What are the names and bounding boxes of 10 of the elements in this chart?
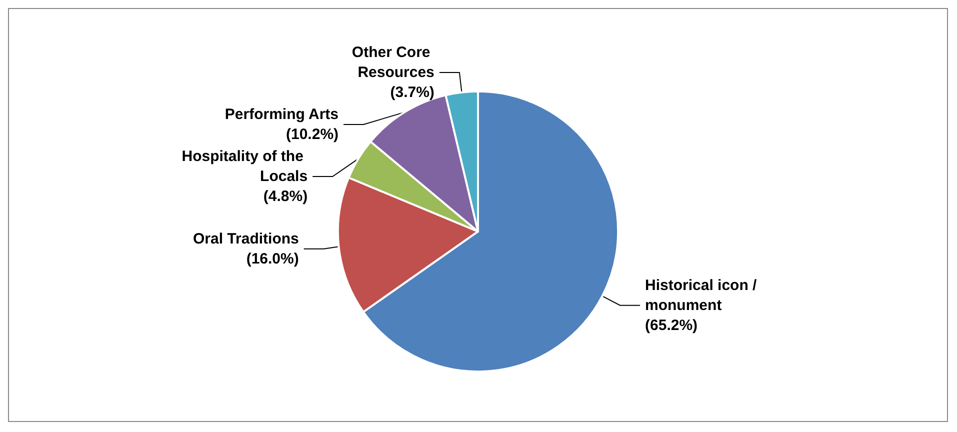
slice-label: Performing Arts [224, 106, 339, 123]
data-label: (65.2%) [645, 316, 698, 334]
data-label: (10.2%) [286, 126, 339, 143]
slice-label: Historical icon /monument [645, 276, 758, 314]
data-label: (4.8%) [263, 188, 308, 205]
data-label: (3.7%) [390, 84, 434, 101]
slice-label: Oral Traditions [193, 230, 299, 248]
slice-label: Hospitality of the Locals [182, 148, 308, 185]
data-label: (16.0%) [246, 250, 299, 268]
slice-label: Other Core Resources [352, 44, 434, 81]
